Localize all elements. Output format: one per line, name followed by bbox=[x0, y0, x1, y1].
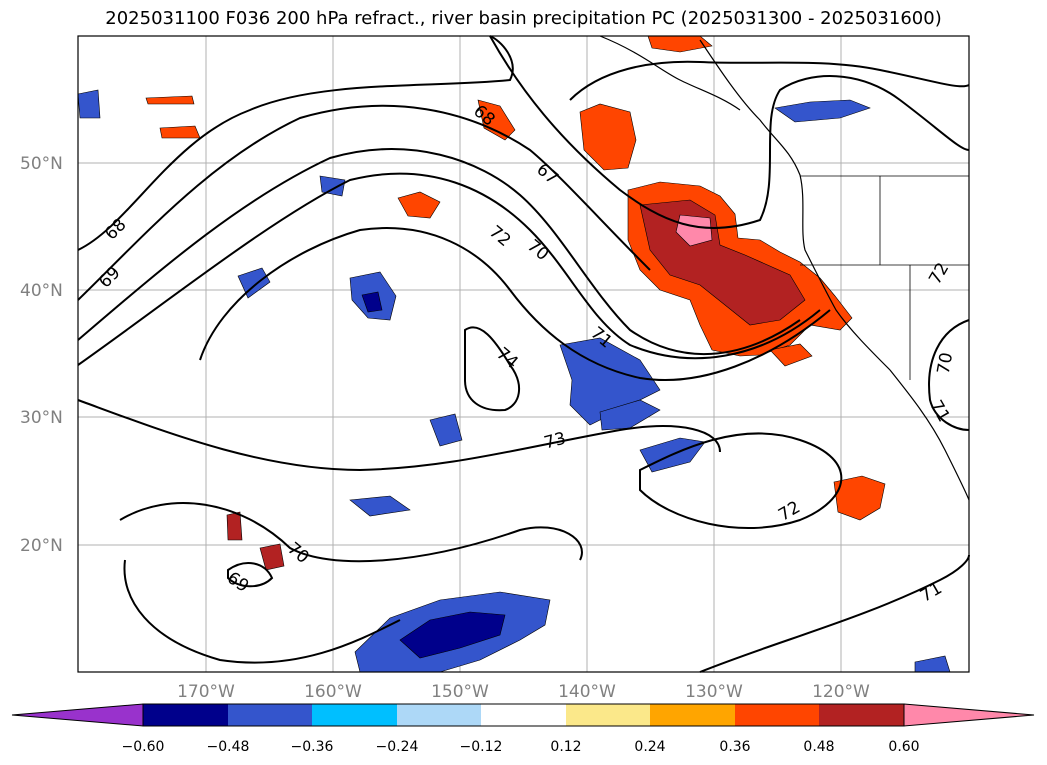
pos-anomaly-sw2 bbox=[145, 95, 195, 105]
contour-68-east bbox=[569, 60, 970, 101]
pos-anomaly-baja bbox=[833, 475, 886, 521]
colorbar-extend-right bbox=[903, 703, 1035, 727]
lon-tick-label: 160°W bbox=[304, 682, 362, 702]
colorbar-tick-label: −0.48 bbox=[207, 739, 250, 755]
lon-tick-label: 140°W bbox=[558, 682, 616, 702]
longitude-labels: 170°W 160°W 150°W 140°W 130°W 120°W bbox=[177, 682, 870, 702]
neg-dark-central bbox=[361, 291, 383, 313]
colorbar-tick-label: −0.60 bbox=[122, 739, 165, 755]
colorbar-segment bbox=[819, 704, 904, 726]
lat-tick-label: 30°N bbox=[20, 408, 63, 428]
neg-dark-south bbox=[399, 611, 506, 659]
contour-71-south bbox=[123, 559, 401, 664]
colorbar-tick-labels: −0.60 −0.48 −0.36 −0.24 −0.12 0.12 0.24 … bbox=[122, 739, 920, 755]
contour-71-east bbox=[699, 554, 970, 673]
refractivity-contours bbox=[77, 35, 970, 673]
neg-anomaly-mid2 bbox=[429, 413, 463, 447]
neg-anomaly-left bbox=[77, 89, 101, 119]
contour-72 bbox=[199, 227, 831, 382]
political-borders bbox=[800, 175, 969, 380]
colorbar-tick-label: 0.36 bbox=[719, 739, 750, 755]
pos-pink-core bbox=[675, 214, 713, 247]
lon-tick-label: 120°W bbox=[812, 682, 870, 702]
contour-70-south bbox=[119, 502, 583, 563]
contour-70-east bbox=[928, 319, 970, 431]
map-panel bbox=[78, 36, 969, 672]
colorbar-tick-label: 0.24 bbox=[634, 739, 665, 755]
contour-69-south bbox=[227, 562, 274, 588]
contour-69 bbox=[77, 104, 651, 301]
pos-anomaly-mid bbox=[397, 191, 441, 219]
colorbar-tick-label: 0.60 bbox=[888, 739, 919, 755]
contour-74 bbox=[464, 326, 520, 412]
pos-anomaly-north bbox=[579, 103, 637, 171]
map-title: 2025031100 F036 200 hPa refract., river … bbox=[105, 8, 942, 29]
contour-70-outer bbox=[77, 148, 801, 355]
colorbar-extend-left bbox=[11, 703, 144, 727]
lon-tick-label: 170°W bbox=[177, 682, 235, 702]
colorbar: −0.60 −0.48 −0.36 −0.24 −0.12 0.12 0.24 … bbox=[11, 703, 1035, 755]
colorbar-tick-label: −0.12 bbox=[460, 739, 503, 755]
contour-73 bbox=[77, 399, 721, 472]
colorbar-segment bbox=[228, 704, 312, 726]
lat-tick-label: 50°N bbox=[20, 154, 63, 174]
colorbar-tick-label: −0.24 bbox=[376, 739, 419, 755]
colorbar-tick-label: −0.36 bbox=[291, 739, 334, 755]
colorbar-segment bbox=[735, 704, 819, 726]
pos-anomaly-sw1 bbox=[159, 125, 201, 139]
colorbar-segment bbox=[397, 704, 481, 726]
contour-67 bbox=[489, 35, 970, 229]
neg-anomaly-west bbox=[237, 267, 271, 299]
neg-anomaly-band2 bbox=[599, 399, 661, 431]
latitude-labels: 50°N 40°N 30°N 20°N bbox=[20, 154, 63, 556]
lon-tick-label: 150°W bbox=[431, 682, 489, 702]
neg-anomaly-mid4 bbox=[349, 495, 411, 517]
colorbar-segment bbox=[312, 704, 397, 726]
lat-tick-label: 20°N bbox=[20, 536, 63, 556]
neg-anomaly-mid3 bbox=[319, 175, 346, 197]
lat-tick-label: 40°N bbox=[20, 281, 63, 301]
colorbar-segment bbox=[143, 704, 228, 726]
colorbar-segment bbox=[481, 704, 566, 726]
precip-fields bbox=[77, 35, 951, 673]
contour-label: 70 bbox=[934, 351, 957, 376]
contour-71 bbox=[77, 172, 821, 366]
colorbar-outline bbox=[142, 703, 905, 727]
colorbar-tick-label: 0.12 bbox=[550, 739, 581, 755]
contour-72-east bbox=[639, 432, 843, 530]
pos-anomaly-sub bbox=[769, 343, 813, 367]
coastline bbox=[599, 35, 970, 501]
colorbar-tick-label: 0.48 bbox=[803, 739, 834, 755]
pos-anomaly-hawaii2 bbox=[226, 511, 243, 541]
pos-anomaly-hawaii bbox=[259, 543, 285, 571]
pos-anomaly-bc bbox=[477, 99, 516, 141]
colorbar-segment bbox=[650, 704, 735, 726]
map-frame bbox=[77, 35, 970, 673]
lon-tick-label: 130°W bbox=[685, 682, 743, 702]
colorbar-segment bbox=[566, 704, 650, 726]
neg-anomaly-nw bbox=[774, 99, 871, 123]
